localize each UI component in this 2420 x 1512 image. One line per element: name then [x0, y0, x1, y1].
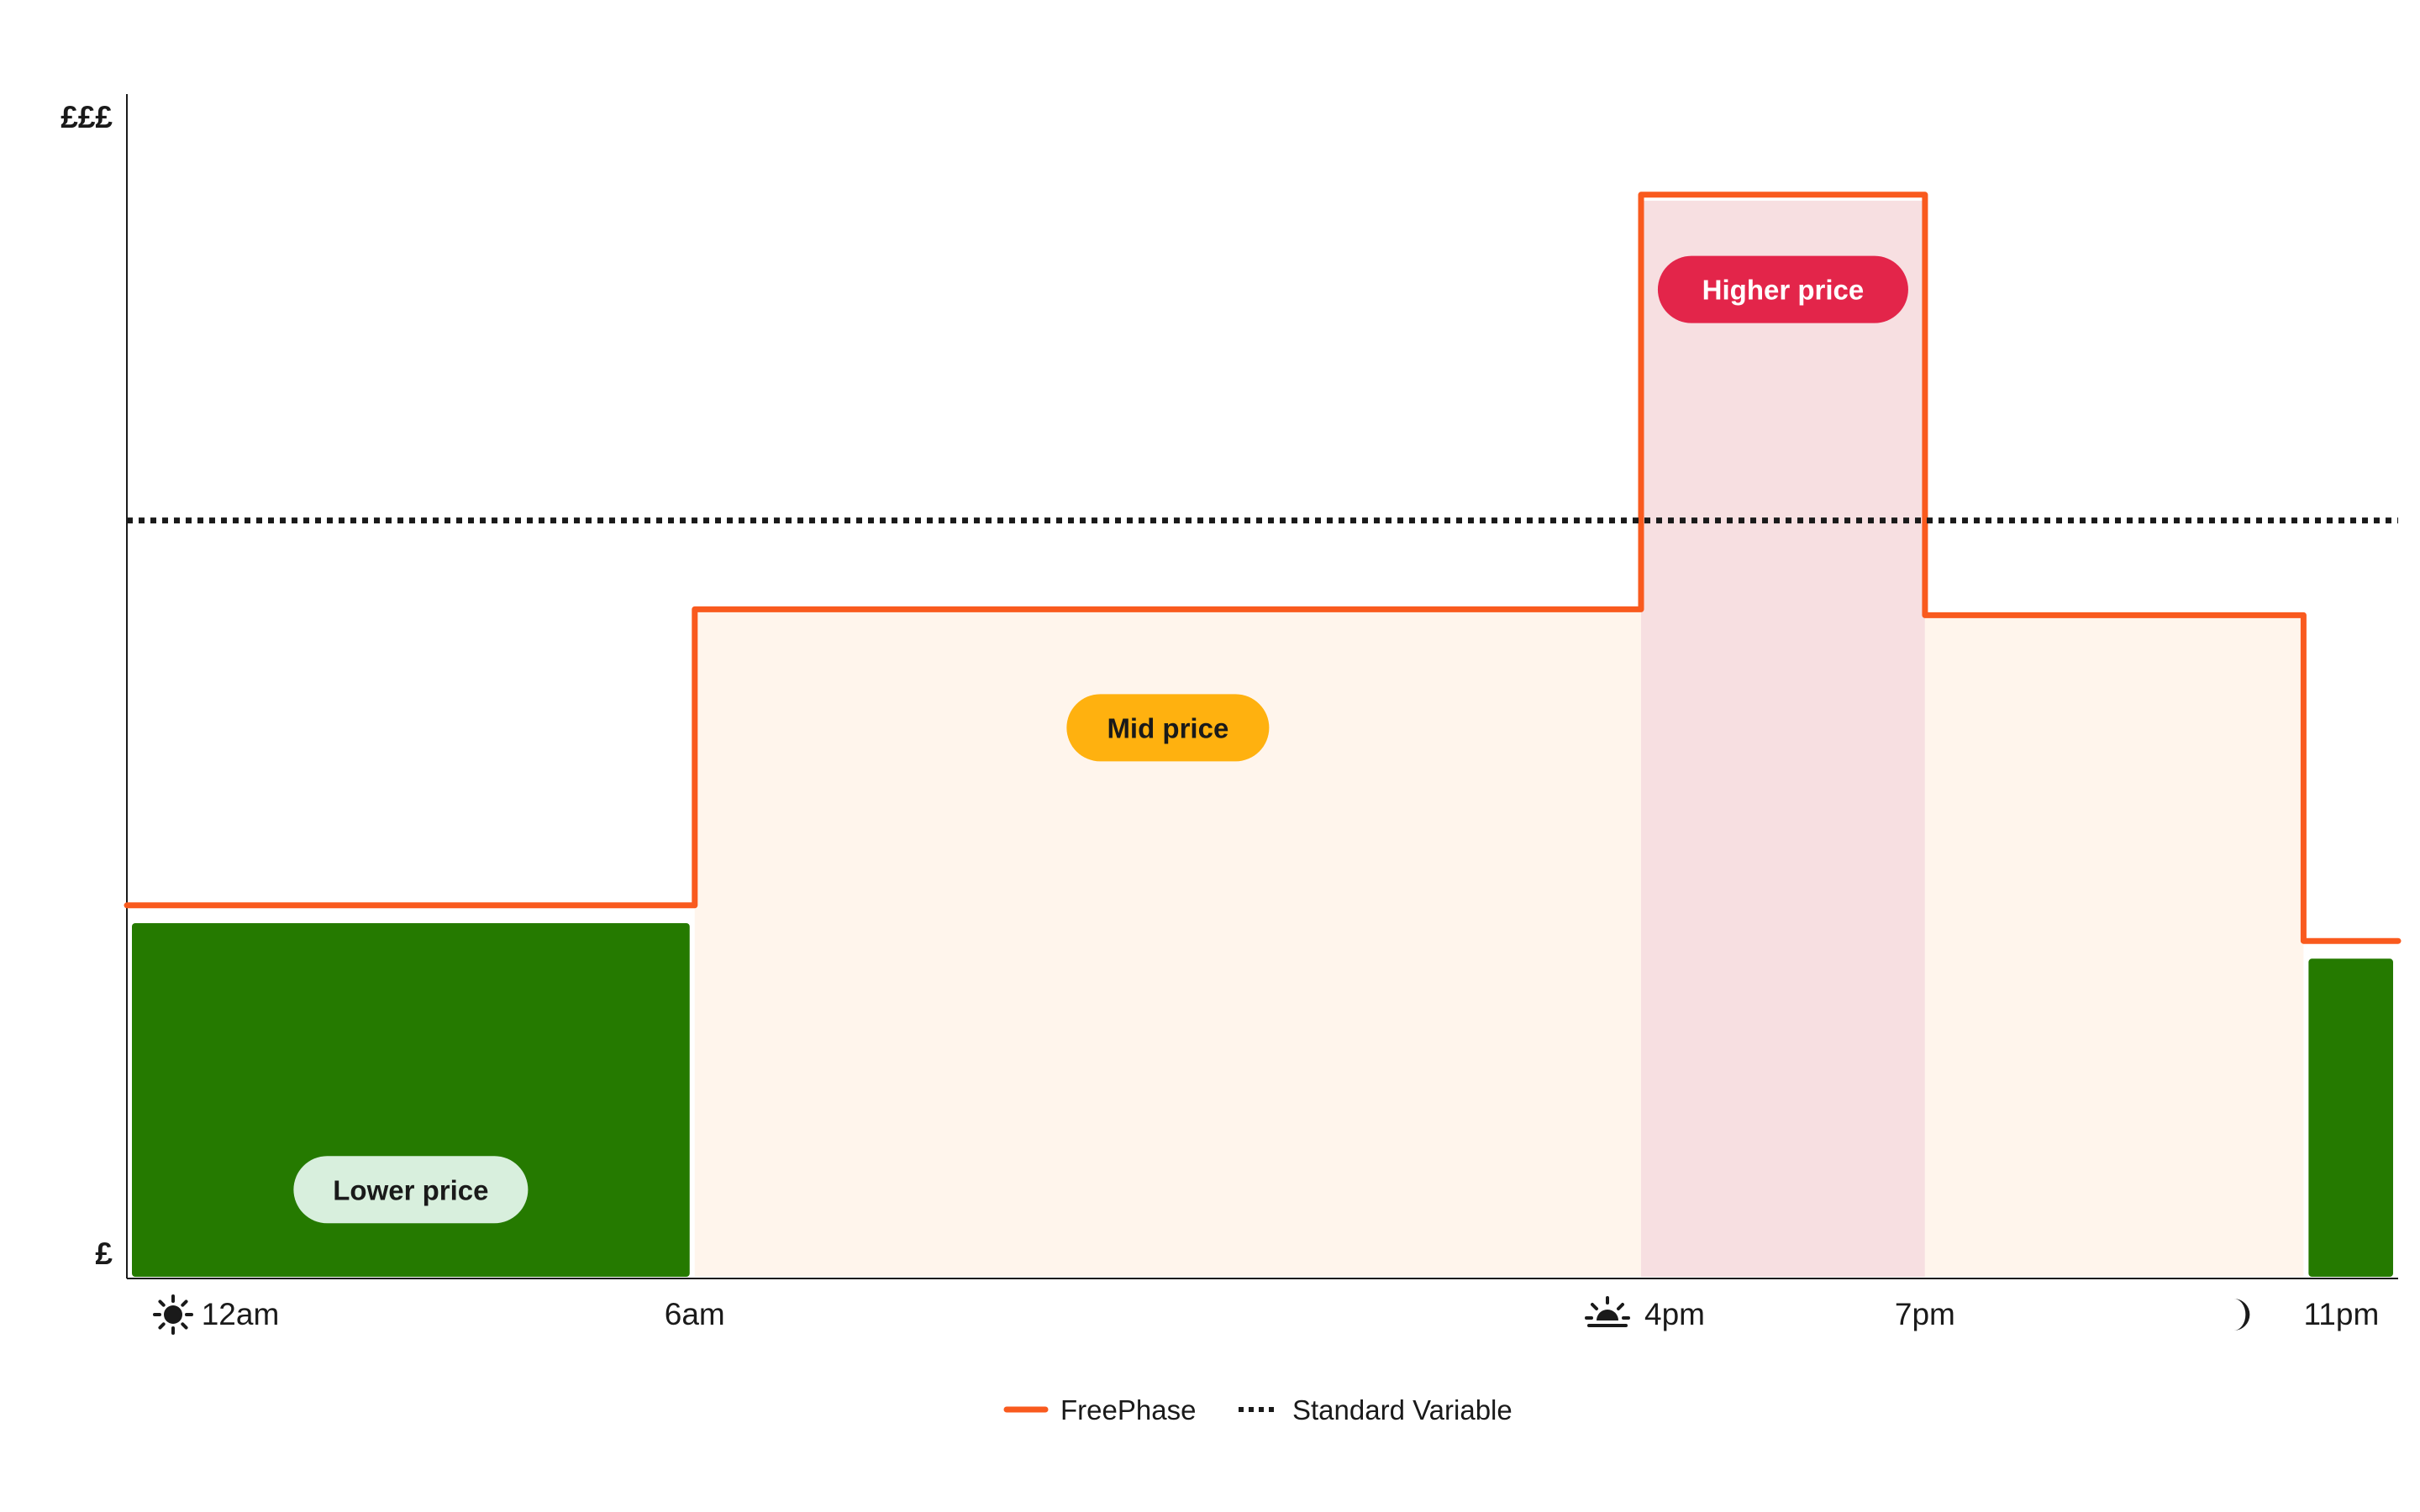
sunset-icon — [1585, 1296, 1630, 1327]
price-series — [124, 192, 2402, 944]
price-band-3 — [1924, 615, 2304, 1277]
moon-icon — [2233, 1299, 2250, 1331]
price-band-4 — [2308, 958, 2393, 1277]
price-pill-label: Mid price — [1107, 712, 1228, 743]
x-tick-label-12am: 12am — [202, 1297, 280, 1331]
legend-label: FreePhase — [1060, 1394, 1196, 1425]
price-pill-0: Lower price — [293, 1156, 529, 1224]
price-pill-bg — [1657, 255, 1908, 323]
price-pill-bg — [1066, 694, 1270, 762]
x-axis-ticks: 12am 6am 4pm 7pm 11pm — [153, 1294, 2379, 1335]
price-bands — [132, 200, 2393, 1277]
price-pill-2: Higher price — [1657, 255, 1908, 323]
price-band-0 — [132, 923, 690, 1277]
legend-item-1: Standard Variable — [1239, 1394, 1512, 1425]
price-pill-bg — [293, 1156, 529, 1224]
chart-legend: FreePhase Standard Variable — [1003, 1394, 1512, 1425]
legend-item-0: FreePhase — [1003, 1394, 1196, 1425]
chart-axes: £££ £ — [60, 94, 2398, 1279]
price-pill-label: Higher price — [1702, 275, 1865, 306]
y-axis-top-label: £££ — [60, 100, 113, 134]
legend-label: Standard Variable — [1292, 1394, 1512, 1425]
price-labels: Lower price Mid price Higher price — [293, 255, 1908, 1224]
price-pill-label: Lower price — [333, 1174, 488, 1205]
x-tick-label-4pm: 4pm — [1644, 1297, 1705, 1331]
sun-icon — [153, 1294, 193, 1335]
x-tick-label-7pm: 7pm — [1895, 1297, 1955, 1331]
freephase-line — [124, 192, 2402, 944]
y-axis-bottom-label: £ — [95, 1236, 113, 1271]
x-tick-label-11pm: 11pm — [2303, 1297, 2379, 1331]
price-pill-1: Mid price — [1066, 694, 1270, 762]
x-tick-label-6am: 6am — [665, 1297, 725, 1331]
price-band-2 — [1641, 200, 1925, 1277]
